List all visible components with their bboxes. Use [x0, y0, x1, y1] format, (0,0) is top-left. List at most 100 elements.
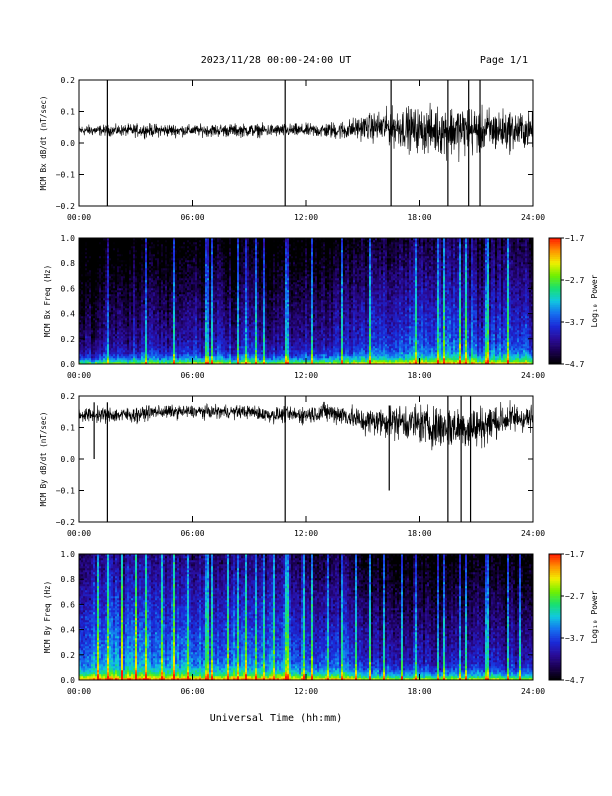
- bx-spectrogram-cell: [119, 272, 121, 274]
- bx-spectrogram-cell: [111, 316, 113, 318]
- bx-spectrogram-cell: [215, 340, 217, 342]
- bx-spectrogram-cell: [133, 276, 135, 278]
- bx-spectrogram-cell: [219, 250, 221, 252]
- bx-spectrogram-cell: [155, 288, 157, 290]
- bx-spectrogram-cell: [135, 264, 137, 266]
- bx-spectrogram-cell: [117, 286, 119, 288]
- bx-spectrogram-cell: [163, 304, 165, 306]
- bx-spectrogram-cell: [93, 360, 95, 362]
- bx-spectrogram-cell: [97, 268, 99, 270]
- bx-spectrogram-cell: [151, 360, 153, 362]
- bx-spectrogram-cell: [91, 284, 93, 286]
- bx-spectrogram-cell: [81, 348, 83, 350]
- bx-spectrogram-cell: [199, 266, 201, 268]
- bx-spectrogram-cell: [127, 348, 129, 350]
- bx-spectrogram-cell: [209, 266, 211, 268]
- bx-spectrogram-cell: [155, 340, 157, 342]
- bx-spectrogram-cell: [83, 294, 85, 296]
- bx-spectrogram-cell: [95, 332, 97, 334]
- bx-spectrogram-cell: [141, 308, 143, 310]
- bx-spectrogram-cell: [159, 338, 161, 340]
- bx-spectrogram-cell: [177, 328, 179, 330]
- bx-spectrogram-cell: [197, 302, 199, 304]
- bx-spectrogram-cell: [125, 318, 127, 320]
- bx-spectrogram-cell: [89, 308, 91, 310]
- bx-spectrogram-cell: [133, 324, 135, 326]
- bx-spectrogram-cell: [217, 304, 219, 306]
- bx-spectrogram-cell: [211, 280, 213, 282]
- bx-spectrogram-cell: [113, 272, 115, 274]
- bx-spectrogram-cell: [213, 344, 215, 346]
- bx-spectrogram-cell: [211, 312, 213, 314]
- bx-spectrogram-cell: [85, 312, 87, 314]
- bx-spectrogram-cell: [221, 332, 223, 334]
- bx-spectrogram-cell: [161, 338, 163, 340]
- bx-spectrogram-cell: [227, 312, 229, 314]
- bx-spectrogram-cell: [109, 332, 111, 334]
- bx-spectrogram-cell: [159, 278, 161, 280]
- bx-spectrogram-cell: [185, 296, 187, 298]
- bx-spectrogram-cell: [93, 268, 95, 270]
- bx-spectrogram-cell: [173, 302, 175, 304]
- bx-spectrogram-cell: [149, 342, 151, 344]
- bx-spectrogram-cell: [81, 316, 83, 318]
- bx-spectrogram-cell: [89, 268, 91, 270]
- bx-spectrogram-cell: [147, 286, 149, 288]
- bx-spectrogram-cell: [115, 262, 117, 264]
- bx-spectrogram-cell: [187, 308, 189, 310]
- bx-spectrogram-cell: [215, 332, 217, 334]
- bx-spectrogram-cell: [99, 296, 101, 298]
- bx-spectrogram-cell: [193, 252, 195, 254]
- bx-spectrogram-cell: [199, 336, 201, 338]
- bx-spectrogram-cell: [105, 274, 107, 276]
- bx-spectrogram-cell: [107, 282, 109, 284]
- bx-spectrogram-cell: [111, 328, 113, 330]
- bx-spectrogram-cell: [105, 302, 107, 304]
- bx-spectrogram-cell: [229, 326, 231, 328]
- bx-spectrogram-cell: [185, 330, 187, 332]
- bx-spectrogram-cell: [227, 288, 229, 290]
- bx-spectrogram-cell: [223, 344, 225, 346]
- bx-spectrogram-cell: [231, 296, 233, 298]
- bx-spectrogram-cell: [215, 286, 217, 288]
- bx-spectrogram-cell: [141, 276, 143, 278]
- bx-spectrogram-cell: [109, 294, 111, 296]
- bx-spectrogram-cell: [107, 284, 109, 286]
- bx-spectrogram-cell: [91, 274, 93, 276]
- bx-spectrogram-cell: [215, 280, 217, 282]
- bx-spectrogram-cell: [223, 270, 225, 272]
- bx-spectrogram-cell: [195, 356, 197, 358]
- bx-dbdt-ytick-label: −0.1: [56, 171, 75, 180]
- bx-spectrogram-cell: [93, 246, 95, 248]
- bx-spectrogram-cell: [191, 294, 193, 296]
- bx-spectrogram-cell: [117, 310, 119, 312]
- bx-spectrogram-cell: [179, 290, 181, 292]
- bx-spectrogram-cell: [201, 266, 203, 268]
- bx-spectrogram-cell: [221, 244, 223, 246]
- bx-spectrogram-cell: [125, 272, 127, 274]
- bx-spectrogram-cell: [207, 358, 209, 360]
- bx-spectrogram-cell: [113, 344, 115, 346]
- bx-spectrogram-cell: [227, 316, 229, 318]
- bx-spectrogram-cell: [99, 288, 101, 290]
- bx-spectrogram-cell: [117, 288, 119, 290]
- bx-spectrogram-cell: [95, 296, 97, 298]
- bx-spectrogram-cell: [143, 336, 145, 338]
- bx-spectrogram-cell: [201, 310, 203, 312]
- bx-spectrogram-cell: [209, 316, 211, 318]
- bx-spectrogram-cell: [137, 272, 139, 274]
- bx-spectrogram-cell: [183, 292, 185, 294]
- bx-spectrogram-cell: [91, 292, 93, 294]
- bx-spectrogram-cell: [221, 346, 223, 348]
- bx-spectrogram-cell: [139, 306, 141, 308]
- bx-spectrogram-cell: [193, 270, 195, 272]
- bx-spectrogram-cell: [195, 270, 197, 272]
- bx-spectrogram-cell: [137, 332, 139, 334]
- bx-spectrogram-cell: [229, 286, 231, 288]
- bx-spectrogram-cell: [109, 266, 111, 268]
- bx-spectrogram-cell: [123, 348, 125, 350]
- bx-spectrogram-cell: [221, 246, 223, 248]
- bx-spectrogram-cell: [209, 290, 211, 292]
- bx-spectrogram-cell: [209, 312, 211, 314]
- bx-spectrogram-cell: [147, 272, 149, 274]
